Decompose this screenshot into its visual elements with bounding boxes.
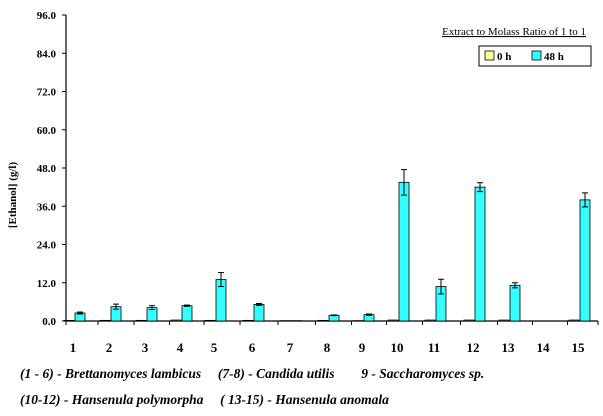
bar <box>63 319 75 322</box>
x-tick-label: 3 <box>142 340 149 355</box>
caption-hansenula-polymorpha: (10-12) - Hansenula polymorpha <box>20 392 204 407</box>
x-tick-label: 6 <box>249 340 256 355</box>
y-tick-label: 12.0 <box>37 278 57 290</box>
legend-swatch-48h <box>531 50 542 61</box>
legend-label-48h: 48 h <box>544 51 564 63</box>
bar <box>579 199 591 322</box>
y-tick-label: 48.0 <box>37 163 57 175</box>
caption-line-1: (1 - 6) - Brettanomyces lambicus (7-8) -… <box>20 366 484 382</box>
x-tick-label: 10 <box>391 340 404 355</box>
bar <box>317 319 329 322</box>
x-tick-label: 1 <box>70 340 77 355</box>
y-tick-label: 84.0 <box>37 48 57 60</box>
bar <box>135 319 147 322</box>
caption-line-2: (10-12) - Hansenula polymorpha ( 13-15) … <box>20 392 389 408</box>
x-tick-label: 8 <box>324 340 331 355</box>
bar <box>242 319 254 322</box>
bar <box>474 186 486 322</box>
legend: 0 h 48 h <box>478 45 592 67</box>
y-axis-tick-labels: 0.0 12.0 24.0 36.0 48.0 60.0 72.0 84.0 96.0 <box>37 10 57 328</box>
bar <box>509 284 521 322</box>
bar <box>424 319 436 322</box>
series-48h <box>74 169 591 322</box>
bar <box>398 181 410 322</box>
bar <box>387 319 399 322</box>
legend-label-0h: 0 h <box>497 51 511 63</box>
y-tick-label: 96.0 <box>37 10 57 22</box>
x-tick-label: 14 <box>537 340 551 355</box>
bar <box>568 319 580 322</box>
bar <box>181 305 193 322</box>
x-tick-label: 13 <box>502 340 516 355</box>
caption-candida: (7-8) - Candida utilis <box>217 366 335 381</box>
x-tick-label: 5 <box>211 340 218 355</box>
x-tick-label: 11 <box>428 340 440 355</box>
y-axis-label: [Ethanol] (g/l) <box>7 162 19 229</box>
series-0h <box>63 319 580 322</box>
caption-saccharomyces: 9 - Saccharomyces sp. <box>361 366 485 381</box>
x-tick-label: 4 <box>177 340 184 355</box>
y-tick-label: 36.0 <box>37 201 57 213</box>
bar <box>498 319 510 322</box>
y-tick-label: 0.0 <box>42 316 56 328</box>
y-tick-label: 60.0 <box>37 125 57 137</box>
plot-area <box>62 14 599 325</box>
x-axis-tick-labels: 1 2 3 4 5 6 7 8 9 10 11 12 13 14 15 <box>70 340 585 355</box>
bar <box>253 304 265 322</box>
x-tick-label: 9 <box>359 340 366 355</box>
bar <box>463 319 475 322</box>
bar <box>204 319 216 322</box>
bar <box>170 319 182 322</box>
caption-hansenula-anomala: ( 13-15) - Hansenula anomala <box>220 392 389 407</box>
x-tick-label: 15 <box>572 340 586 355</box>
bar <box>328 314 340 322</box>
x-tick-label: 12 <box>467 340 480 355</box>
y-tick-label: 24.0 <box>37 240 57 252</box>
caption-brettanomyces: (1 - 6) - Brettanomyces lambicus <box>20 366 202 381</box>
ratio-annotation: Extract to Molass Ratio of 1 to 1 <box>442 26 586 38</box>
y-tick-label: 72.0 <box>37 87 57 99</box>
x-tick-label: 7 <box>287 340 294 355</box>
bar <box>99 319 111 322</box>
legend-swatch-0h <box>484 50 495 61</box>
x-tick-label: 2 <box>106 340 113 355</box>
